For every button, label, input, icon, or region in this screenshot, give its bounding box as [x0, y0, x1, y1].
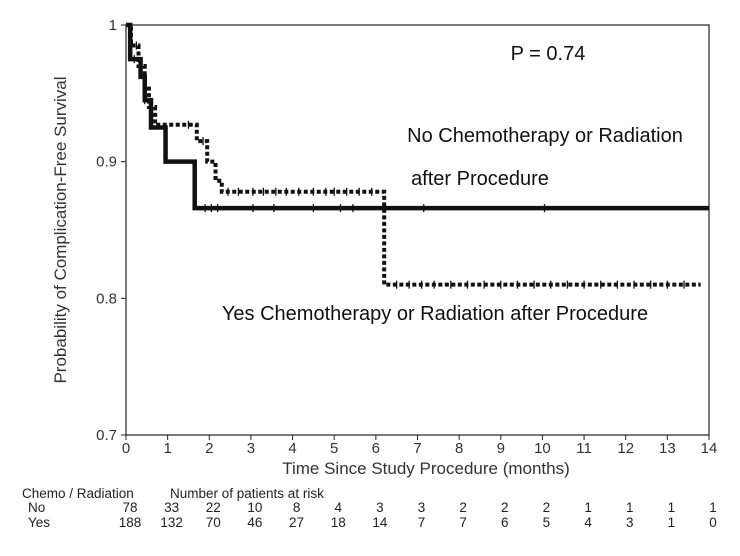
series-layer	[126, 22, 709, 289]
risk-value: 1	[584, 500, 592, 515]
no-chemo-label-line2: after Procedure	[411, 168, 549, 190]
risk-value: 2	[459, 500, 467, 515]
x-tick-label: 8	[455, 440, 463, 457]
y-axis-title: Probability of Complication-Free Surviva…	[51, 76, 70, 383]
risk-value: 1	[668, 500, 676, 515]
risk-value: 1	[668, 515, 676, 530]
x-tick-label: 1	[163, 440, 171, 457]
risk-value: 27	[289, 515, 304, 530]
x-axis-title: Time Since Study Procedure (months)	[282, 459, 570, 478]
risk-value: 188	[119, 515, 142, 530]
series-yes-chemo-curve	[126, 23, 701, 287]
risk-value: 3	[418, 500, 426, 515]
risk-value: 14	[372, 515, 388, 530]
x-tick-label: 5	[330, 440, 338, 457]
y-tick-label: 0.8	[96, 290, 117, 307]
risk-value: 3	[376, 500, 384, 515]
x-tick-label: 14	[701, 440, 718, 457]
risk-value: 22	[206, 500, 221, 515]
x-tick-label: 6	[372, 440, 380, 457]
risk-value: 33	[164, 500, 179, 515]
risk-value: 2	[501, 500, 509, 515]
risk-value: 78	[122, 500, 137, 515]
p-value-annotation: P = 0.74	[511, 43, 586, 65]
risk-value: 3	[626, 515, 634, 530]
x-tick-label: 3	[247, 440, 255, 457]
risk-value: 6	[501, 515, 509, 530]
x-tick-label: 0	[122, 440, 130, 457]
risk-value: 70	[206, 515, 221, 530]
risk-value: 7	[459, 515, 467, 530]
risk-row-no-label: No	[28, 500, 45, 515]
x-tick-label: 10	[534, 440, 551, 457]
x-tick-label: 2	[205, 440, 213, 457]
x-tick-label: 12	[617, 440, 634, 457]
axis-ticks: 0 1 2 3 4 5 6 7 8 9 10 11 12 13 140.70.80.91	[96, 17, 717, 457]
risk-value: 4	[584, 515, 592, 530]
x-tick-label: 7	[413, 440, 421, 457]
risk-value: 7	[418, 515, 426, 530]
risk-value: 132	[160, 515, 183, 530]
risk-value: 10	[247, 500, 262, 515]
y-tick-label: 1	[109, 17, 117, 34]
risk-value: 5	[543, 515, 551, 530]
no-chemo-label-line1: No Chemotherapy or Radiation	[407, 125, 683, 147]
x-tick-label: 4	[288, 440, 296, 457]
risk-value: 2	[543, 500, 551, 515]
y-tick-label: 0.7	[96, 427, 117, 444]
plot-frame	[125, 24, 710, 436]
x-tick-label: 9	[497, 440, 505, 457]
risk-value: 4	[334, 500, 342, 515]
risk-table-group-header: Chemo / Radiation	[22, 486, 134, 501]
risk-table-count-header: Number of patients at risk	[170, 486, 324, 501]
risk-value: 0	[709, 515, 717, 530]
yes-chemo-label: Yes Chemotherapy or Radiation after Proc…	[222, 303, 648, 325]
x-tick-label: 11	[576, 440, 592, 457]
risk-value: 46	[247, 515, 262, 530]
risk-value: 8	[293, 500, 301, 515]
risk-value: 18	[331, 515, 346, 530]
x-tick-label: 13	[659, 440, 676, 457]
risk-value: 1	[709, 500, 717, 515]
risk-value: 1	[626, 500, 634, 515]
y-tick-label: 0.9	[96, 154, 117, 171]
risk-row-yes-label: Yes	[28, 515, 50, 530]
